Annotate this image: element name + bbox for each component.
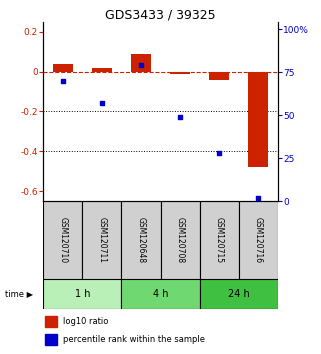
Text: 1 h: 1 h <box>75 289 90 299</box>
Bar <box>160 201 200 279</box>
Bar <box>82 201 121 279</box>
Text: time ▶: time ▶ <box>5 290 33 298</box>
Bar <box>209 72 229 80</box>
Bar <box>45 334 56 345</box>
Point <box>178 114 183 120</box>
Bar <box>131 54 151 72</box>
Text: GSM120648: GSM120648 <box>136 217 145 263</box>
Bar <box>92 68 112 72</box>
Bar <box>121 201 160 279</box>
Text: 4 h: 4 h <box>153 289 168 299</box>
Bar <box>200 201 239 279</box>
Bar <box>53 64 73 72</box>
Text: GSM120710: GSM120710 <box>58 217 67 263</box>
Bar <box>43 201 82 279</box>
Bar <box>248 72 268 167</box>
Point <box>99 100 104 106</box>
Text: GSM120708: GSM120708 <box>176 217 185 263</box>
Text: percentile rank within the sample: percentile rank within the sample <box>63 335 204 344</box>
Point <box>216 150 221 156</box>
Text: GSM120716: GSM120716 <box>254 217 263 263</box>
Bar <box>121 279 200 309</box>
Bar <box>43 279 121 309</box>
Text: GDS3433 / 39325: GDS3433 / 39325 <box>105 8 216 21</box>
Bar <box>45 316 56 327</box>
Bar <box>200 279 278 309</box>
Point <box>138 62 143 68</box>
Point <box>256 195 261 200</box>
Bar <box>239 201 278 279</box>
Text: GSM120711: GSM120711 <box>97 217 107 263</box>
Text: log10 ratio: log10 ratio <box>63 317 108 326</box>
Text: GSM120715: GSM120715 <box>214 217 224 263</box>
Point <box>60 78 65 84</box>
Text: 24 h: 24 h <box>228 289 249 299</box>
Bar <box>170 72 190 74</box>
